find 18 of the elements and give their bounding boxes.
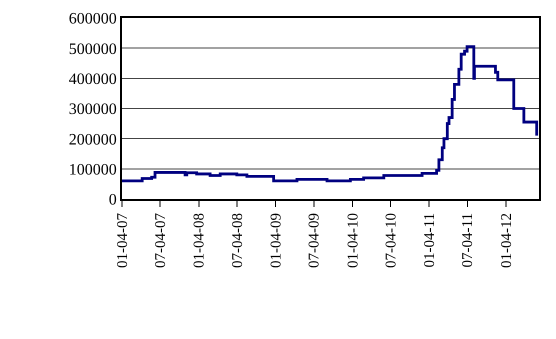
y-tick-label: 600000 [68,10,117,28]
y-tick-label: 500000 [68,40,117,58]
y-tick-label: 0 [108,192,117,209]
x-tick-label: 01-04-12 [498,213,515,268]
y-tick-label: 200000 [68,131,117,148]
x-tick-label: 01-04-10 [345,213,362,268]
x-tick-label: 01-04-09 [268,213,285,268]
x-tick-label: 01-04-11 [422,213,438,268]
x-tick-label: 01-04-07 [114,212,131,268]
x-tick-label: 07-04-07 [152,212,169,268]
y-tick-label: 300000 [68,101,117,118]
x-tick-label: 07-04-09 [306,213,323,268]
x-tick-label: 01-04-08 [192,213,208,268]
x-tick-label: 07-04-11 [460,213,476,268]
x-tick-label: 07-04-10 [383,213,400,268]
y-tick-label: 400000 [68,70,117,88]
x-tick-label: 07-04-08 [230,213,246,268]
y-tick-label: 100000 [68,161,117,178]
